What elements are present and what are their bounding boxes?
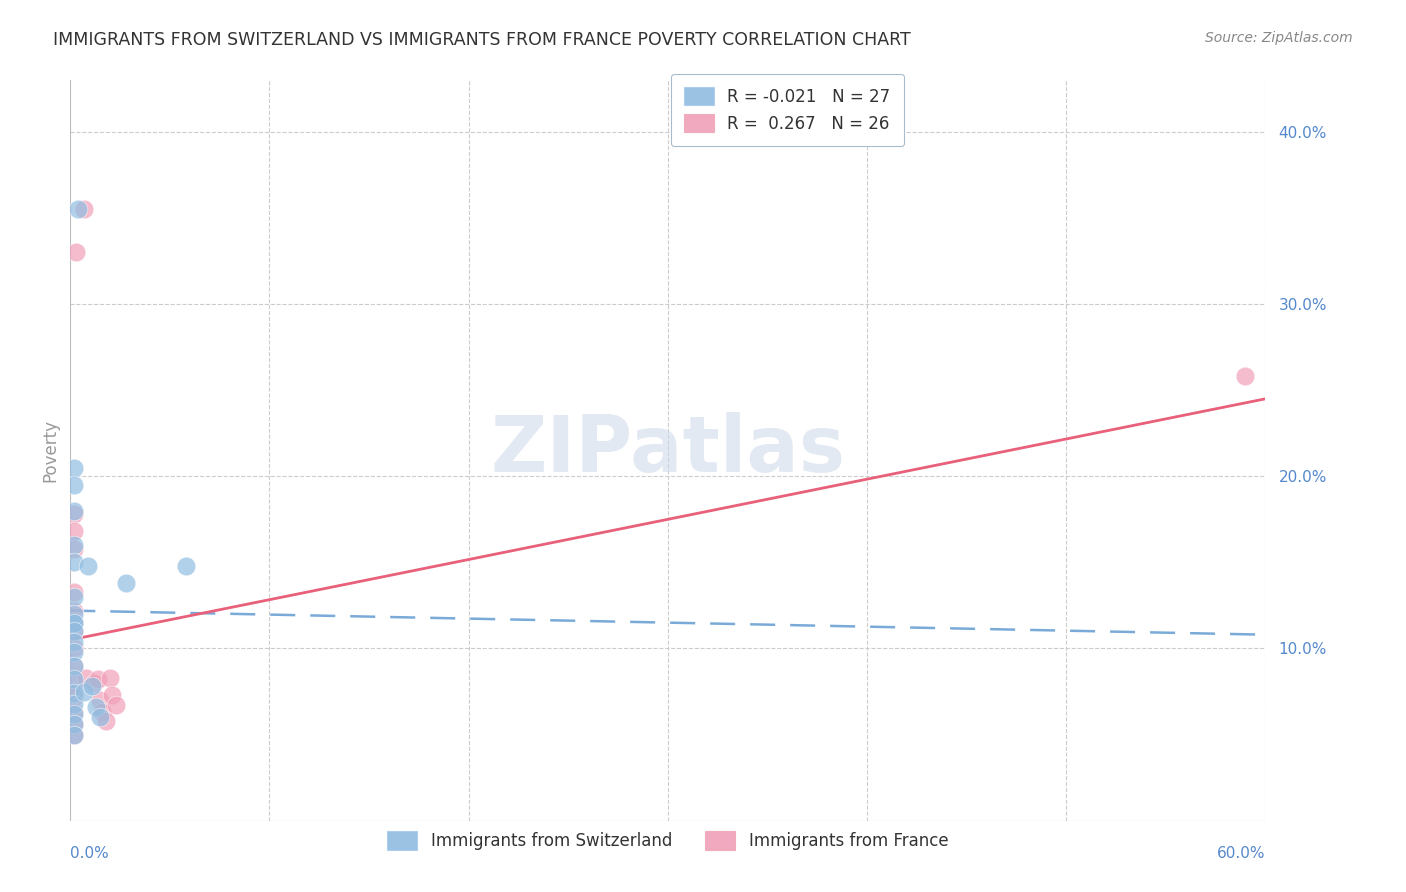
Point	[63, 507, 86, 521]
Point	[63, 690, 86, 704]
Point	[89, 710, 111, 724]
Point	[63, 538, 86, 552]
Point	[63, 590, 86, 604]
Text: 60.0%: 60.0%	[1218, 846, 1265, 861]
Point	[63, 555, 86, 569]
Point	[63, 541, 86, 556]
Point	[63, 676, 86, 690]
Point	[63, 673, 86, 687]
Point	[63, 705, 86, 719]
Point	[63, 460, 86, 475]
Point	[101, 688, 124, 702]
Point	[63, 727, 86, 741]
Point	[91, 705, 114, 719]
Point	[63, 607, 86, 621]
Point	[65, 245, 87, 260]
Point	[63, 504, 86, 518]
Point	[63, 524, 86, 539]
Point	[84, 700, 107, 714]
Point	[63, 615, 86, 630]
Text: 0.0%: 0.0%	[70, 846, 110, 861]
Point	[63, 634, 86, 648]
Text: Source: ZipAtlas.com: Source: ZipAtlas.com	[1205, 31, 1353, 45]
Point	[63, 727, 86, 741]
Point	[63, 641, 86, 656]
Point	[87, 673, 110, 687]
Point	[83, 676, 105, 690]
Point	[89, 693, 111, 707]
Legend: Immigrants from Switzerland, Immigrants from France: Immigrants from Switzerland, Immigrants …	[381, 825, 955, 856]
Point	[63, 624, 86, 639]
Point	[63, 478, 86, 492]
Point	[1234, 369, 1257, 384]
Point	[75, 671, 97, 685]
Point	[63, 686, 86, 700]
Point	[115, 576, 138, 591]
Y-axis label: Poverty: Poverty	[41, 419, 59, 482]
Point	[63, 717, 86, 731]
Point	[63, 624, 86, 639]
Point	[96, 714, 117, 728]
Point	[63, 614, 86, 628]
Point	[73, 684, 96, 698]
Point	[174, 558, 197, 573]
Text: IMMIGRANTS FROM SWITZERLAND VS IMMIGRANTS FROM FRANCE POVERTY CORRELATION CHART: IMMIGRANTS FROM SWITZERLAND VS IMMIGRANT…	[53, 31, 911, 49]
Point	[63, 717, 86, 731]
Point	[63, 706, 86, 721]
Point	[67, 202, 90, 217]
Point	[77, 558, 100, 573]
Point	[63, 658, 86, 673]
Point	[63, 645, 86, 659]
Point	[98, 671, 121, 685]
Text: ZIPatlas: ZIPatlas	[491, 412, 845, 489]
Point	[63, 658, 86, 673]
Point	[63, 615, 86, 630]
Point	[63, 604, 86, 618]
Point	[105, 698, 128, 713]
Point	[82, 679, 104, 693]
Point	[73, 202, 96, 217]
Point	[63, 584, 86, 599]
Point	[63, 697, 86, 711]
